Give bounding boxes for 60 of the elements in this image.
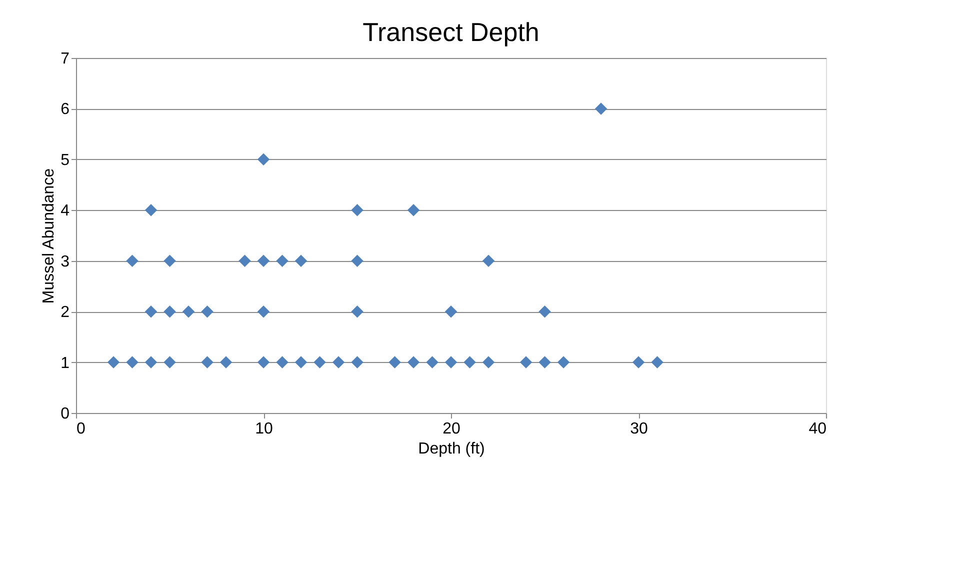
point <box>107 356 120 368</box>
point <box>351 356 364 368</box>
point <box>257 356 270 368</box>
point <box>201 305 214 318</box>
point <box>444 356 458 368</box>
point <box>651 356 664 368</box>
point <box>482 254 495 267</box>
x-tick-label: 20 <box>442 420 460 438</box>
point <box>351 204 364 216</box>
point <box>257 153 270 166</box>
point <box>538 356 551 368</box>
point <box>332 356 345 368</box>
point <box>276 254 288 267</box>
point <box>632 356 645 368</box>
point <box>182 305 195 318</box>
x-axis-title: Depth (ft) <box>418 440 485 458</box>
chart-title: Transect Depth <box>362 17 540 47</box>
point <box>126 356 138 368</box>
point <box>407 204 420 216</box>
point <box>444 305 458 318</box>
y-tick-label: 6 <box>60 101 70 118</box>
y-tick-label: 7 <box>60 50 70 68</box>
point <box>164 254 176 267</box>
x-tick-label: 0 <box>76 420 86 438</box>
point <box>314 356 326 368</box>
point <box>557 356 570 368</box>
point <box>238 254 251 267</box>
y-tick-label: 0 <box>60 406 70 422</box>
point <box>294 254 308 267</box>
point <box>144 204 158 216</box>
y-tick-label: 3 <box>60 253 70 270</box>
y-tick-label: 4 <box>60 202 70 220</box>
x-tick-label: 30 <box>630 420 648 438</box>
point <box>407 356 420 368</box>
point <box>144 305 158 318</box>
point <box>257 254 270 267</box>
point <box>464 356 476 368</box>
point <box>220 356 232 368</box>
point <box>426 356 438 368</box>
y-tick-label: 2 <box>60 304 70 322</box>
point <box>276 356 288 368</box>
point <box>594 102 608 115</box>
point <box>201 356 214 368</box>
point <box>482 356 495 368</box>
point <box>351 254 364 267</box>
x-tick-label: 40 <box>808 420 827 438</box>
point <box>144 356 158 368</box>
point <box>164 356 176 368</box>
point <box>351 305 364 318</box>
y-tick-label: 5 <box>60 152 70 169</box>
point <box>388 356 401 368</box>
y-tick-label: 1 <box>60 354 70 372</box>
point <box>164 305 176 318</box>
point <box>538 305 551 318</box>
point <box>257 305 270 318</box>
point <box>294 356 308 368</box>
x-tick-label: 10 <box>255 420 273 438</box>
point <box>520 356 532 368</box>
y-axis-title: Mussel Abundance <box>40 168 58 304</box>
point <box>126 254 138 267</box>
